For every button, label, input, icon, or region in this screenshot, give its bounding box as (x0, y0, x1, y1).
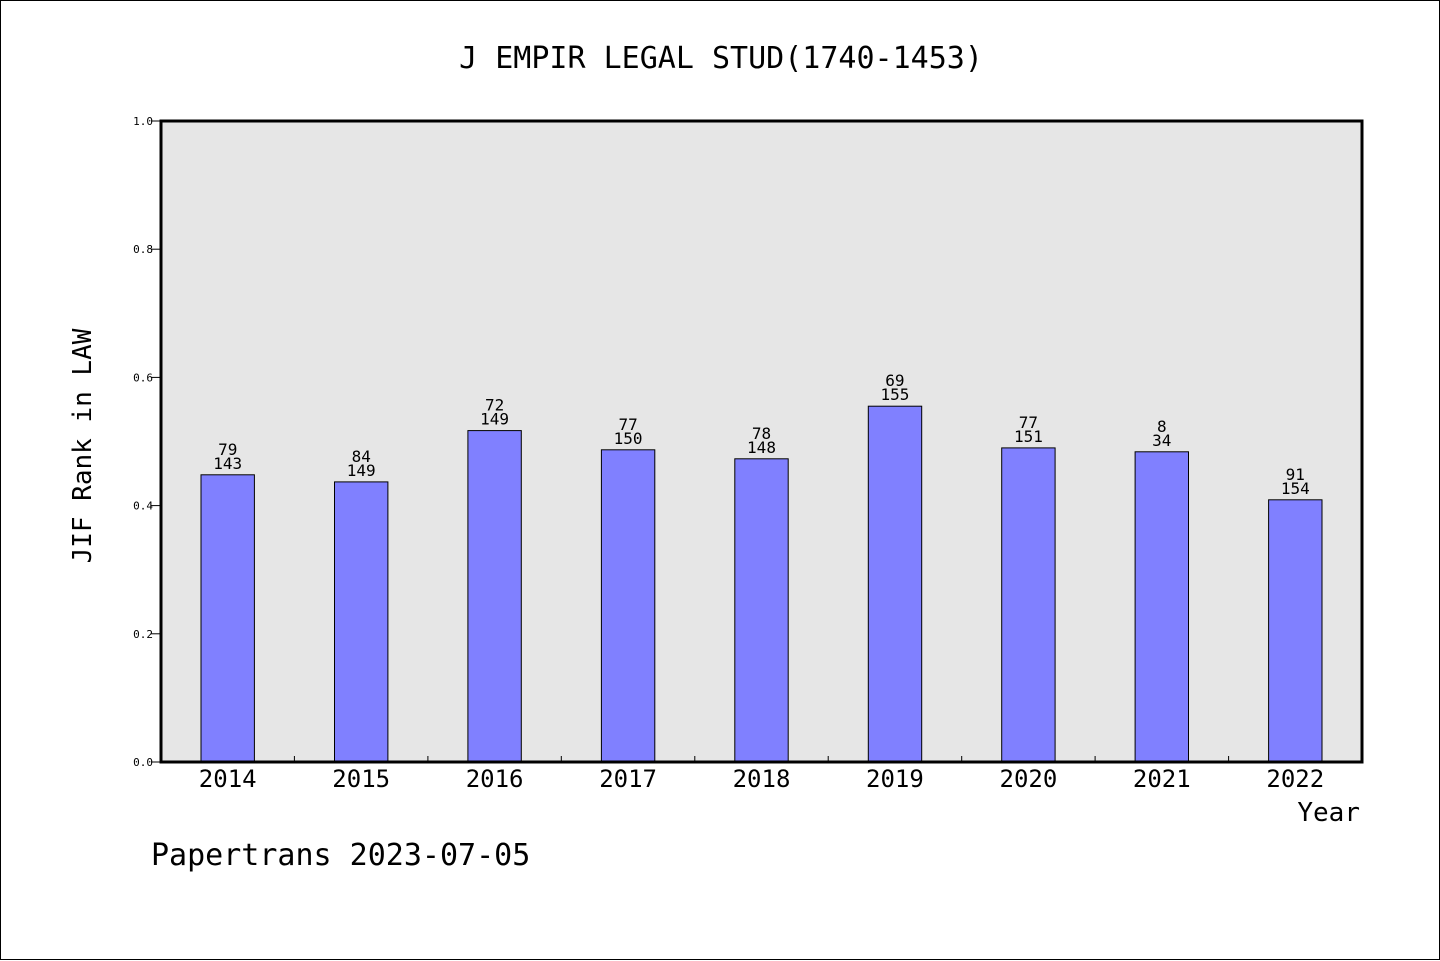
y-tick-label: 0.6 (133, 371, 153, 384)
rank-label-2014: 79 (218, 440, 237, 459)
y-tick-label: 0.0 (133, 756, 153, 769)
x-tick-label-2021: 2021 (1133, 765, 1191, 793)
y-tick-label: 0.4 (133, 500, 153, 513)
total-label-2018: 148 (747, 438, 776, 457)
bar-2016 (467, 430, 522, 763)
rank-label-2022: 91 (1286, 465, 1305, 484)
x-tick-label-2016: 2016 (466, 765, 524, 793)
total-label-2014: 143 (213, 454, 242, 473)
chart-title: J EMPIR LEGAL STUD(1740-1453) (459, 41, 983, 76)
rank-label-2018: 78 (752, 424, 771, 443)
bar-2019 (867, 405, 923, 763)
x-axis-label: Year (1297, 798, 1360, 828)
rank-label-2017: 77 (618, 415, 637, 434)
total-label-2021: 34 (1152, 431, 1171, 450)
x-tick-label-2020: 2020 (1000, 765, 1058, 793)
footer-credit: Papertrans 2023-07-05 (151, 838, 530, 873)
x-tick-label-2014: 2014 (199, 765, 257, 793)
x-tick-label-2022: 2022 (1266, 765, 1324, 793)
y-tick-label: 0.2 (133, 628, 153, 641)
bars-layer (200, 405, 1323, 763)
x-tick-label-2017: 2017 (599, 765, 657, 793)
x-tick-label-2019: 2019 (866, 765, 924, 793)
total-label-2020: 151 (1014, 427, 1043, 446)
total-label-2019: 155 (880, 385, 909, 404)
total-label-2015: 149 (347, 461, 376, 480)
bar-2021 (1134, 451, 1189, 763)
bar-2017 (600, 449, 656, 763)
bar-2022 (1268, 499, 1323, 763)
total-label-2022: 154 (1281, 479, 1310, 498)
y-axis-label: JIF Rank in LAW (68, 328, 98, 563)
x-axis-ticks: 2014 2015 2016 2017 2018 2019 2020 2021 2022 (199, 756, 1324, 793)
y-tick-label: 1.0 (133, 115, 153, 128)
rank-label-2020: 77 (1019, 413, 1038, 432)
total-label-2017: 150 (614, 429, 643, 448)
bar-2018 (734, 458, 789, 763)
x-tick-label-2018: 2018 (733, 765, 791, 793)
bar-2015 (334, 481, 389, 763)
y-axis-ticks: 0.0 0.2 0.4 0.6 0.8 1.0 (133, 115, 161, 769)
rank-label-2021: 8 (1157, 417, 1167, 436)
x-tick-label-2015: 2015 (332, 765, 390, 793)
bar-2014 (200, 474, 255, 763)
bar-2020 (1001, 447, 1056, 763)
rank-label-2019: 69 (885, 371, 904, 390)
y-tick-label: 0.8 (133, 243, 153, 256)
rank-label-2016: 72 (485, 396, 504, 415)
total-label-2016: 149 (480, 410, 509, 429)
rank-label-2015: 84 (352, 447, 371, 466)
plot-border (159, 119, 1364, 764)
